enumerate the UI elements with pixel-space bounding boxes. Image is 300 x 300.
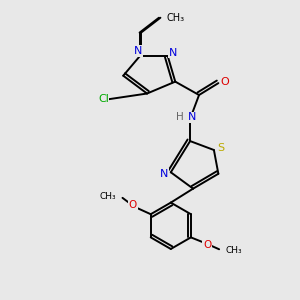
Text: N: N [188,112,196,122]
Text: Cl: Cl [98,94,109,104]
Text: H: H [176,112,184,122]
Text: O: O [220,76,229,87]
Text: CH₃: CH₃ [225,246,242,255]
Text: N: N [160,169,169,179]
Text: CH₃: CH₃ [100,192,116,201]
Text: O: O [203,240,212,250]
Text: CH₃: CH₃ [166,13,184,23]
Text: O: O [129,200,137,210]
Text: N: N [169,48,177,58]
Text: S: S [217,142,224,153]
Text: N: N [134,46,142,56]
